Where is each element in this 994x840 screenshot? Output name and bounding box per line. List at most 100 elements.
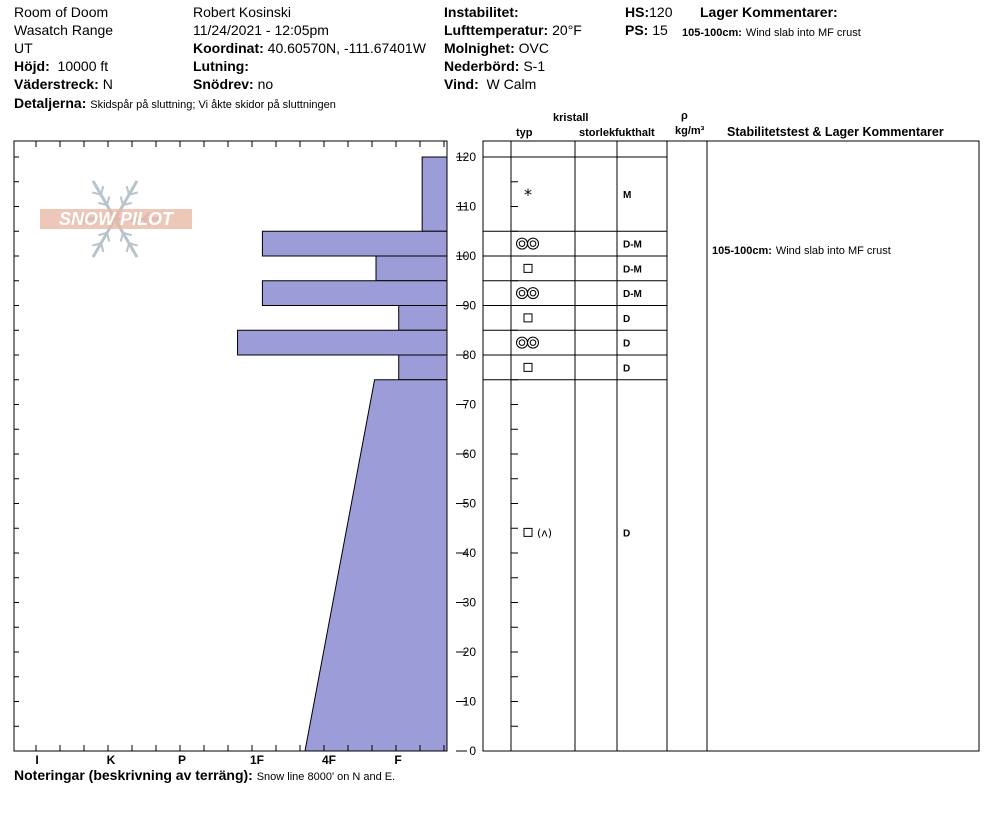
elevation-label: Höjd: <box>14 58 50 74</box>
snowflake-branch <box>125 185 130 196</box>
snowflake-branch <box>106 196 111 206</box>
y-tick-label: 100 <box>456 249 476 263</box>
outer-ring <box>516 287 528 300</box>
stability-comment-text: Wind slab into MF crust <box>775 245 891 257</box>
y-tick-label: 50 <box>463 497 477 511</box>
hardness-axes: I K P 1F 4F F 0 10 20 30 40 50 60 70 80 90 100 110 120 <box>13 140 477 767</box>
layer-comments-label: Lager Kommentarer: <box>700 4 838 20</box>
details-value: Skidspår på sluttning; Vi åkte skidor på… <box>90 99 336 111</box>
col-kristall: kristall <box>553 112 589 124</box>
wetness-label: D <box>623 363 630 374</box>
depth-hoar-glyph: (ʌ) <box>537 526 552 539</box>
wetness-label: D <box>623 314 630 325</box>
col-typ: typ <box>516 127 533 139</box>
y-tick-label: 90 <box>463 299 477 313</box>
coord-value: 40.60570N, -111.67401W <box>267 40 426 56</box>
hs-value: 120 <box>649 4 673 20</box>
details-row: Detaljerna: Skidspår på sluttning; Vi åk… <box>14 95 336 113</box>
outer-ring <box>527 237 539 250</box>
melt-form-icon <box>516 336 539 349</box>
precip-label: Nederbörd: <box>444 58 520 74</box>
hardness-layer <box>237 329 448 356</box>
outer-ring <box>516 336 528 349</box>
datetime: 11/24/2021 - 12:05pm <box>193 22 329 38</box>
col-stability: Stabilitetstest & Lager Kommentarer <box>727 125 944 139</box>
hardness-layer <box>304 379 448 752</box>
snowflake-branch <box>128 191 138 196</box>
drift-row: Snödrev: no <box>193 76 273 92</box>
instability-row: Instabilitet: <box>444 4 519 20</box>
y-tick-label: 40 <box>463 546 477 560</box>
faceted-depth-hoar-icon: (ʌ) <box>523 526 552 539</box>
airtemp-value: 20°F <box>552 22 582 38</box>
inner-ring <box>518 289 526 297</box>
col-fukthalt: fukthalt <box>615 127 655 139</box>
drift-value: no <box>257 76 274 92</box>
hardness-layer <box>398 354 448 381</box>
y-tick-label: 70 <box>463 398 477 412</box>
snowflake-branch <box>119 232 124 242</box>
wetness-label: D <box>623 528 630 539</box>
col-storlek: storlek <box>579 127 616 139</box>
elevation-value: 10000 ft <box>57 58 109 74</box>
sky-row: Molnighet: OVC <box>444 40 549 56</box>
precip-row: Nederbörd: S-1 <box>444 58 545 74</box>
wind-row: Vind: W Calm <box>444 76 536 92</box>
wetness-label: D-M <box>623 264 642 275</box>
details-label: Detaljerna: <box>14 95 87 111</box>
inner-ring <box>529 339 537 346</box>
inner-ring <box>518 339 526 346</box>
inner-ring <box>529 240 537 247</box>
hardness-tick-label: I <box>35 753 38 767</box>
hardness-tick-label: 4F <box>322 753 336 767</box>
hardness-layer <box>421 156 448 232</box>
logo-band <box>40 209 192 229</box>
layer-comment-range: 105-100cm: <box>682 27 742 39</box>
slope-row: Lutning: <box>193 58 249 74</box>
layer-comment-text: Wind slab into MF crust <box>745 27 861 39</box>
y-tick-label: 0 <box>469 744 476 758</box>
hardness-tick-label: P <box>178 753 186 767</box>
state: UT <box>14 40 33 56</box>
col-density-unit: kg/m³ <box>675 125 705 137</box>
hardness-layer <box>375 255 448 282</box>
asterisk-glyph: * <box>524 185 532 204</box>
inner-ring <box>529 289 537 297</box>
slope-label: Lutning: <box>193 58 249 74</box>
y-tick-label: 80 <box>463 348 477 362</box>
snowflake-branch <box>100 242 105 253</box>
layer-comment-row: 105-100cm: Wind slab into MF crust <box>682 23 861 41</box>
snowflake-branch <box>122 201 132 207</box>
ps-row: PS: 15 <box>625 22 668 38</box>
wetness-label: D-M <box>623 240 642 251</box>
coord-row: Koordinat: 40.60570N, -111.67401W <box>193 40 426 56</box>
snowflake-branch <box>119 196 124 206</box>
aspect-row: Väderstreck: N <box>14 76 113 92</box>
col-rho: ρ <box>681 110 688 122</box>
snowpilot-logo: SNOW PILOT <box>40 180 192 258</box>
hardness-layer <box>398 305 448 331</box>
hardness-tick-label: K <box>107 753 116 767</box>
hardness-frame <box>13 140 448 752</box>
outer-ring <box>527 287 539 300</box>
sky-value: OVC <box>518 40 549 56</box>
hardness-layer <box>261 230 448 257</box>
wind-value: W Calm <box>486 76 537 92</box>
y-tick-label: 110 <box>457 200 476 214</box>
snowflake-branch <box>100 185 105 196</box>
y-tick-label: 10 <box>463 695 477 709</box>
outer-ring <box>527 336 539 349</box>
new-snow-icon: * <box>524 185 532 204</box>
faceted-icon <box>523 263 533 273</box>
square-glyph <box>523 313 533 323</box>
hardness-tick-label: 1F <box>250 753 264 767</box>
faceted-icon <box>523 362 533 372</box>
faceted-icon <box>523 313 533 323</box>
outer-ring <box>516 237 528 250</box>
location: Room of Doom <box>14 4 109 20</box>
stability-comment: 105-100cm: Wind slab into MF crust <box>712 241 891 259</box>
snowflake-branch <box>125 242 130 253</box>
ps-value: 15 <box>652 22 668 38</box>
y-tick-label: 20 <box>463 645 477 659</box>
precip-value: S-1 <box>523 58 546 74</box>
